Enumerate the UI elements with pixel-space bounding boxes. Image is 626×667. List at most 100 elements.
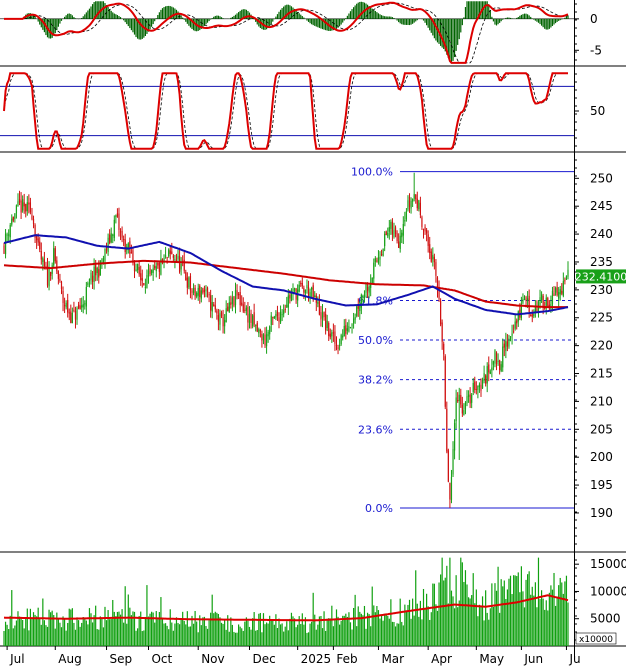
candle-body bbox=[432, 255, 434, 260]
candle-body bbox=[402, 223, 404, 236]
stochastic-panel: 50 bbox=[0, 72, 605, 150]
candle-body bbox=[211, 302, 213, 312]
candle-body bbox=[59, 278, 61, 281]
candle-body bbox=[225, 308, 227, 323]
candle-body bbox=[46, 265, 49, 286]
candle-body bbox=[206, 287, 209, 293]
candle-body bbox=[264, 334, 266, 346]
candle-body bbox=[25, 203, 27, 212]
candle-body bbox=[220, 312, 223, 317]
y-tick-label-3-245: 245 bbox=[590, 199, 613, 213]
candle-body bbox=[18, 199, 21, 203]
candle-body bbox=[564, 279, 566, 282]
candle-body bbox=[373, 262, 375, 279]
candle-body bbox=[427, 234, 429, 246]
candle-body bbox=[149, 268, 151, 274]
candle-body bbox=[415, 194, 417, 200]
candle-body bbox=[478, 384, 481, 388]
candle-body bbox=[11, 218, 13, 225]
candle-body bbox=[458, 394, 460, 401]
candle-body bbox=[231, 297, 233, 304]
candle-body bbox=[318, 300, 321, 315]
candle-body bbox=[199, 285, 201, 298]
candle-body bbox=[4, 233, 7, 255]
candle-body bbox=[390, 222, 392, 229]
candle-body bbox=[90, 272, 92, 281]
candle-body bbox=[217, 314, 220, 322]
candle-body bbox=[183, 259, 185, 271]
candle-body bbox=[31, 215, 33, 220]
candle-body bbox=[461, 404, 463, 414]
candle-body bbox=[309, 292, 311, 298]
candle-body bbox=[276, 311, 279, 317]
candle-body bbox=[79, 305, 81, 310]
volume-unit-box bbox=[575, 632, 617, 645]
candle-body bbox=[332, 332, 334, 334]
y-tick-label-3-250: 250 bbox=[590, 171, 613, 185]
candle-body bbox=[346, 328, 348, 331]
candle-body bbox=[17, 201, 19, 207]
candle-body bbox=[138, 267, 140, 275]
candle-body bbox=[354, 317, 356, 320]
candle-body bbox=[216, 310, 218, 314]
candle-body bbox=[418, 200, 420, 210]
x-tick-label: Feb bbox=[336, 652, 357, 666]
y-tick-label-4-5000: 5000 bbox=[590, 612, 621, 626]
candle-body bbox=[447, 450, 449, 482]
y-tick-label-3-220: 220 bbox=[590, 339, 613, 353]
candle-body bbox=[471, 394, 473, 403]
candle-body bbox=[57, 271, 59, 279]
candle-body bbox=[311, 287, 313, 290]
candle-body bbox=[323, 311, 325, 317]
candle-body bbox=[567, 269, 569, 277]
x-tick-label: Jul bbox=[9, 652, 24, 666]
candle-body bbox=[189, 276, 192, 291]
candle-body bbox=[499, 360, 501, 371]
candle-body bbox=[509, 336, 512, 338]
candle-body bbox=[511, 333, 513, 336]
candle-body bbox=[250, 313, 252, 323]
candle-body bbox=[452, 449, 454, 475]
candle-body bbox=[96, 267, 98, 274]
x-tick-label: 2025 bbox=[301, 652, 332, 666]
candle-body bbox=[112, 234, 114, 236]
candle-body bbox=[137, 264, 139, 271]
sma-fast-line bbox=[3, 234, 569, 316]
candle-body bbox=[26, 202, 28, 212]
candle-body bbox=[104, 248, 106, 261]
x-tick-label: Oct bbox=[151, 652, 172, 666]
macd-line bbox=[4, 1, 569, 64]
candle-body bbox=[533, 314, 535, 317]
candle-body bbox=[329, 333, 331, 338]
candle-body bbox=[480, 384, 482, 391]
candle-body bbox=[20, 200, 22, 213]
candle-body bbox=[133, 260, 136, 271]
candle-body bbox=[466, 396, 468, 404]
fib-label: 0.0% bbox=[365, 502, 393, 515]
candle-body bbox=[559, 289, 561, 295]
candle-body bbox=[43, 259, 45, 267]
candle-body bbox=[531, 313, 533, 317]
candle-body bbox=[177, 255, 179, 260]
candle-body bbox=[393, 229, 395, 237]
macd-panel: 0 -5 bbox=[0, 1, 602, 64]
candle-body bbox=[412, 199, 414, 202]
candle-body bbox=[337, 347, 339, 349]
candle-body bbox=[51, 265, 53, 274]
candle-body bbox=[236, 290, 238, 296]
candle-body bbox=[334, 331, 336, 344]
candle-body bbox=[147, 270, 150, 277]
candle-body bbox=[88, 279, 91, 282]
candle-body bbox=[60, 281, 63, 290]
candle-body bbox=[34, 224, 36, 238]
candle-body bbox=[6, 234, 8, 236]
fib-label: 23.6% bbox=[358, 423, 393, 436]
stoch-d-line bbox=[3, 72, 568, 150]
candle-body bbox=[258, 329, 260, 334]
candle-body bbox=[233, 296, 235, 306]
x-tick-label: Dec bbox=[252, 652, 275, 666]
candle-body bbox=[262, 334, 265, 341]
candle-body bbox=[525, 297, 527, 301]
candle-body bbox=[91, 275, 94, 282]
